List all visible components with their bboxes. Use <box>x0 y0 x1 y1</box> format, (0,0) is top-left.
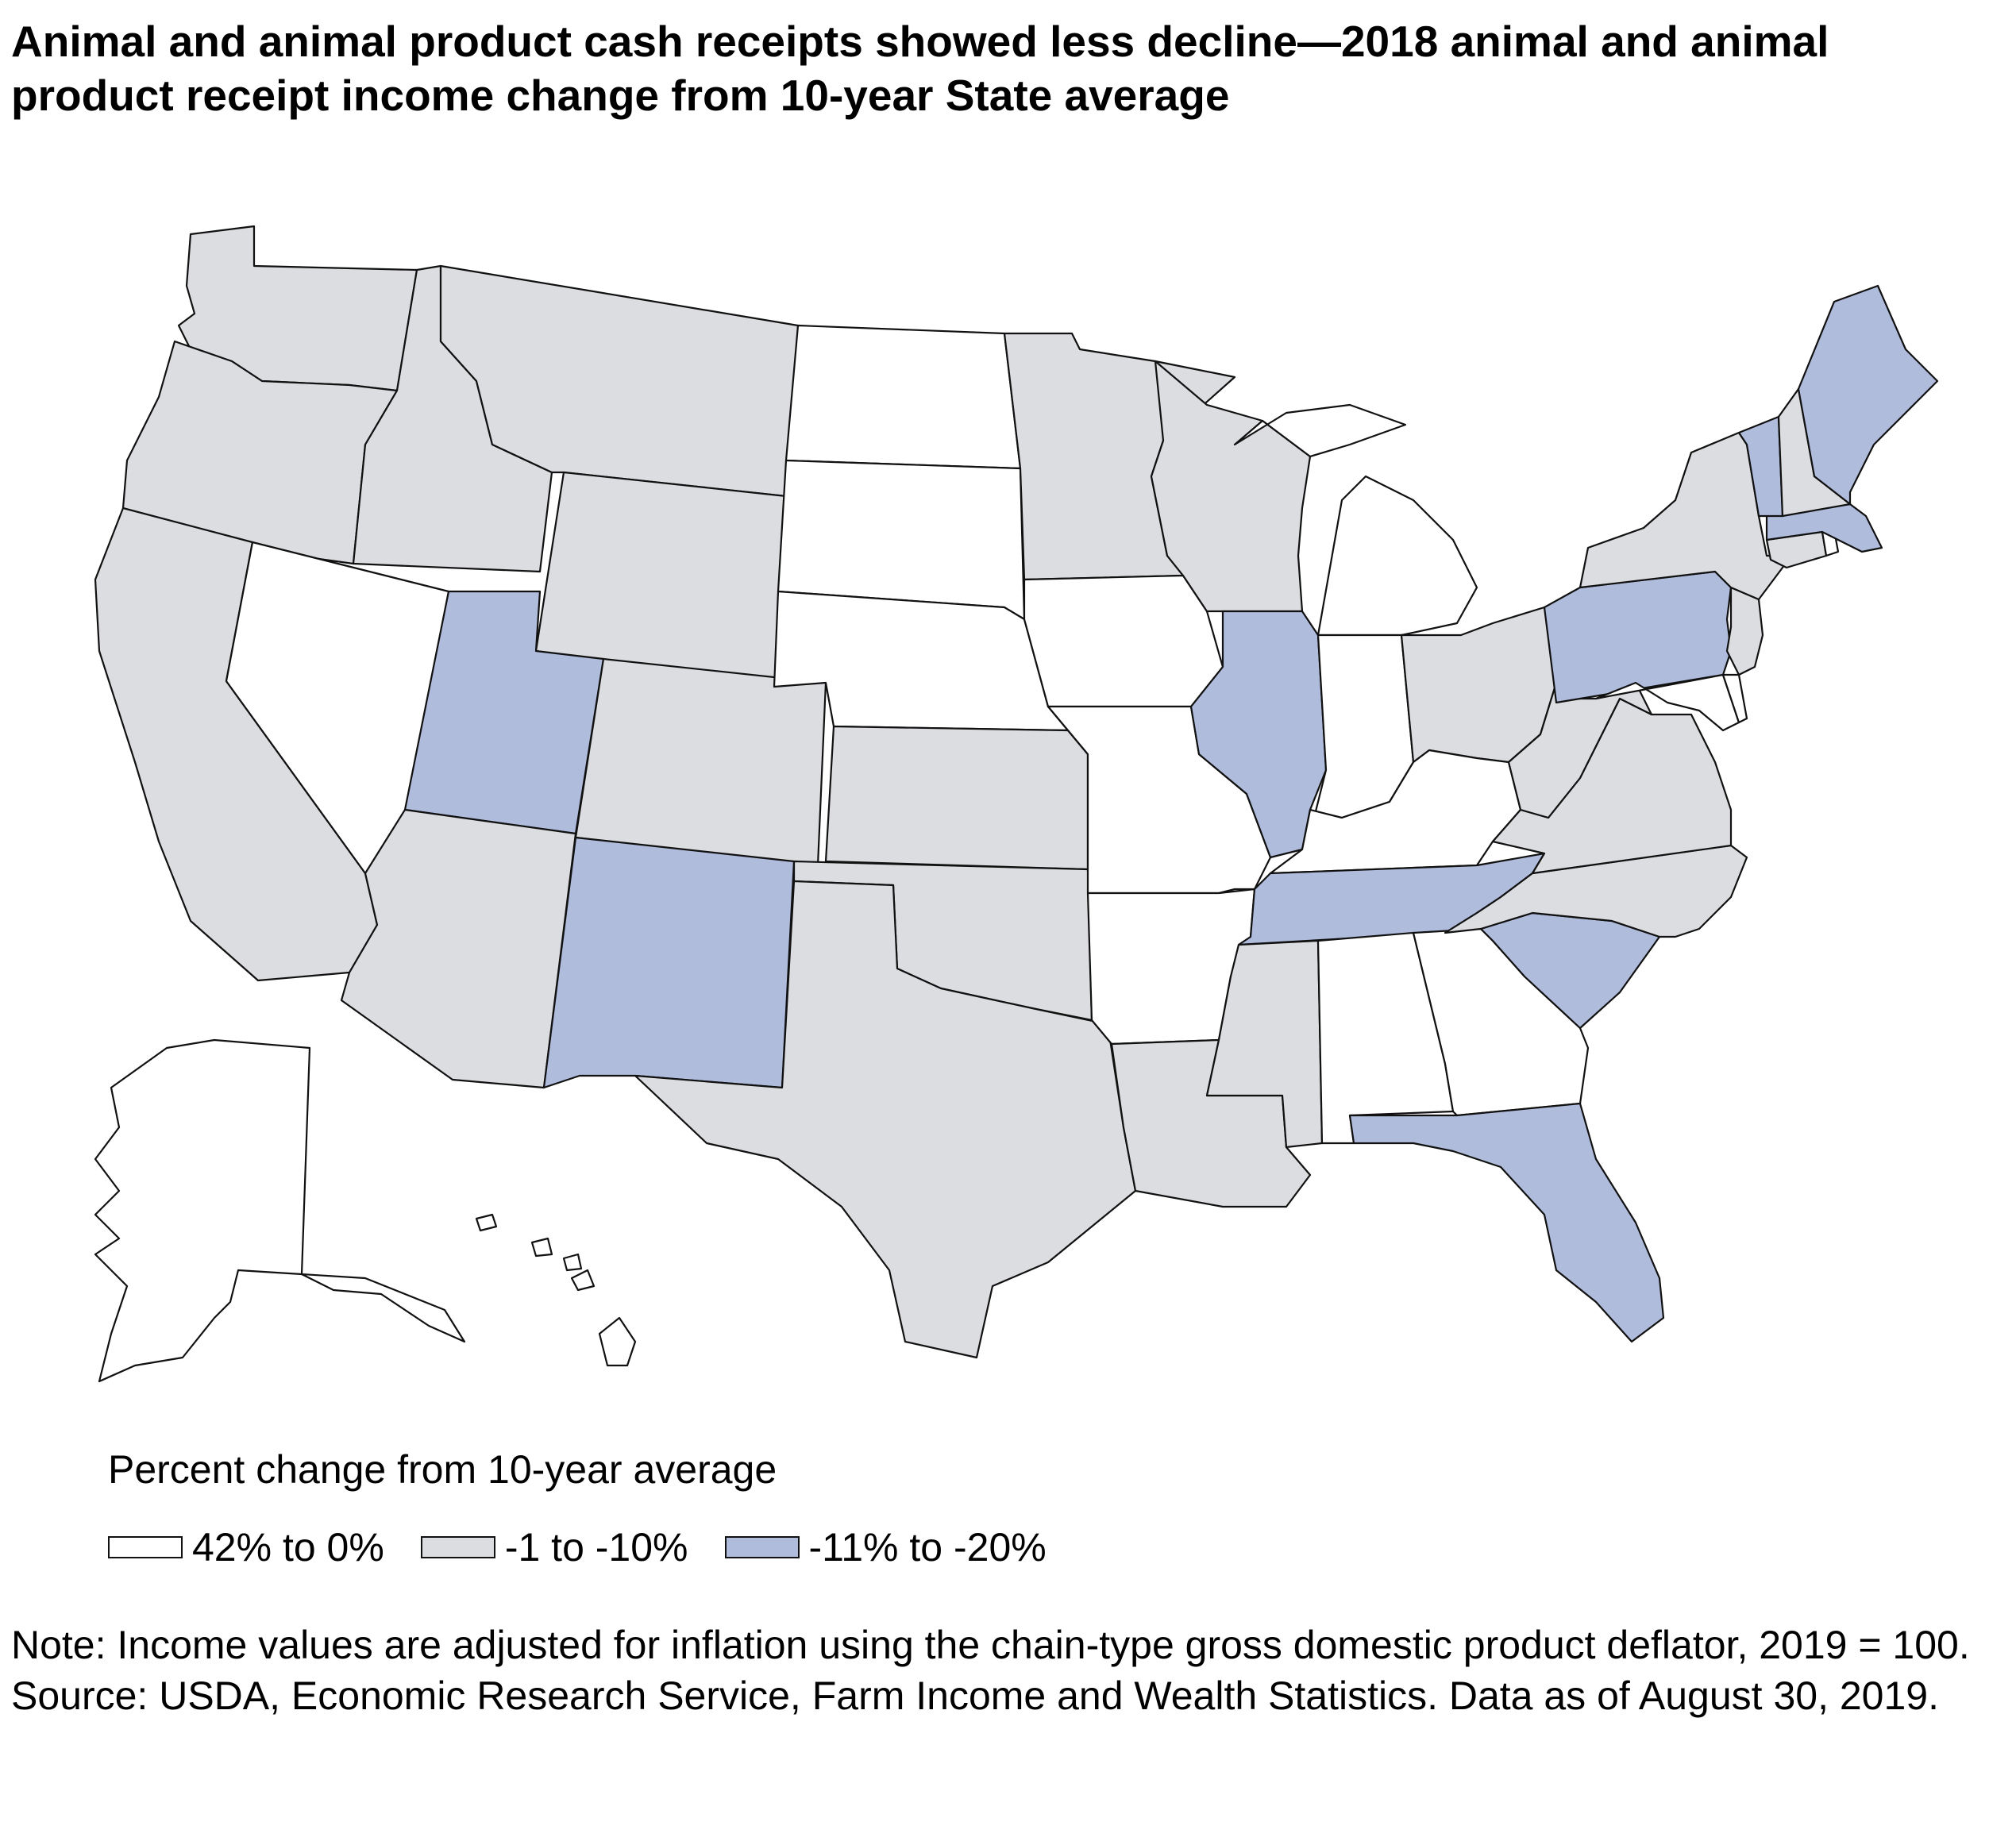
state-ak <box>94 1038 311 1383</box>
legend-item-low: -11% to -20% <box>724 1524 1047 1570</box>
note-text: Note: Income values are adjusted for inf… <box>11 1623 1970 1667</box>
legend-item-high: 42% to 0% <box>108 1524 384 1570</box>
state-vt <box>1737 415 1784 518</box>
state-nd <box>784 324 1022 470</box>
state-mi <box>1233 403 1407 458</box>
state-mi <box>1316 475 1478 637</box>
legend-label-low: -11% to -20% <box>808 1525 1047 1570</box>
state-ks <box>824 725 1089 871</box>
state-tx <box>634 880 1137 1359</box>
state-de <box>1721 673 1748 724</box>
state-hi <box>598 1316 637 1367</box>
notes: Note: Income values are adjusted for inf… <box>11 1620 1996 1721</box>
state-nj <box>1725 586 1764 676</box>
state-fl <box>1348 1102 1665 1343</box>
legend-title: Percent change from 10-year average <box>108 1447 777 1492</box>
state-il <box>1189 610 1328 859</box>
us-choropleth-map <box>94 225 1939 1383</box>
state-ak <box>300 1273 466 1343</box>
source-text: Source: USDA, Economic Research Service,… <box>11 1674 1939 1718</box>
legend-swatch-high <box>108 1536 183 1558</box>
state-nc <box>1444 844 1748 938</box>
state-hi <box>530 1237 553 1258</box>
legend-swatch-low <box>724 1536 800 1558</box>
legend-swatch-mid <box>420 1536 495 1558</box>
legend-label-mid: -1 to -10% <box>504 1525 688 1570</box>
state-me <box>1797 284 1939 506</box>
chart-title: Animal and animal product cash receipts … <box>11 17 1829 120</box>
legend-label-high: 42% to 0% <box>192 1525 384 1570</box>
state-hi <box>562 1253 583 1272</box>
legend: 42% to 0% -1 to -10% -11% to -20% <box>108 1524 1083 1570</box>
state-hi <box>570 1269 596 1292</box>
state-ma <box>1765 503 1883 553</box>
state-nm <box>542 836 796 1089</box>
state-ia <box>1023 574 1224 708</box>
state-hi <box>475 1213 498 1232</box>
state-co <box>574 657 827 867</box>
legend-item-mid: -1 to -10% <box>420 1524 688 1570</box>
